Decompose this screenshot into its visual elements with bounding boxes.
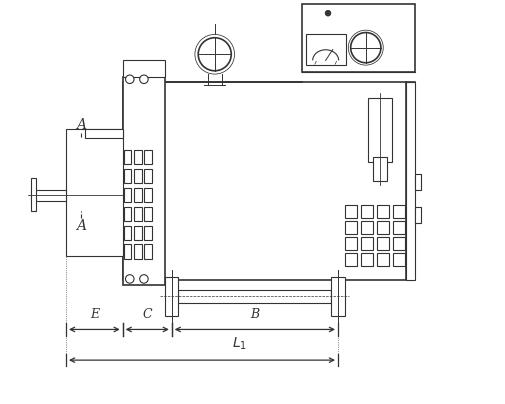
Bar xyxy=(165,277,178,316)
Bar xyxy=(377,237,389,250)
Bar xyxy=(393,237,406,250)
Bar xyxy=(124,225,131,240)
Bar xyxy=(85,129,123,138)
Bar xyxy=(124,188,131,202)
Bar xyxy=(124,244,131,259)
Bar xyxy=(344,253,358,266)
Bar xyxy=(302,4,415,72)
Bar xyxy=(144,169,152,183)
Bar xyxy=(415,174,421,190)
Bar xyxy=(124,207,131,221)
Bar xyxy=(134,225,141,240)
Bar xyxy=(393,221,406,234)
Circle shape xyxy=(140,275,148,283)
Bar xyxy=(144,207,152,221)
Bar xyxy=(134,244,141,259)
Circle shape xyxy=(325,11,331,16)
Circle shape xyxy=(126,75,134,84)
Bar xyxy=(344,205,358,218)
Bar xyxy=(66,129,123,256)
Bar xyxy=(123,77,165,284)
Bar xyxy=(377,253,389,266)
Bar xyxy=(377,221,389,234)
Text: B: B xyxy=(250,308,260,321)
Bar xyxy=(134,207,141,221)
Bar xyxy=(361,237,373,250)
Bar xyxy=(344,237,358,250)
Bar xyxy=(361,253,373,266)
Circle shape xyxy=(140,75,148,84)
Text: $L_1$: $L_1$ xyxy=(232,335,247,351)
Bar xyxy=(144,244,152,259)
Bar xyxy=(124,150,131,164)
Bar xyxy=(406,82,415,280)
Bar xyxy=(306,34,346,65)
Circle shape xyxy=(350,33,381,63)
Bar xyxy=(134,188,141,202)
Bar xyxy=(123,82,406,280)
Bar xyxy=(144,188,152,202)
Circle shape xyxy=(198,38,231,71)
Bar xyxy=(393,205,406,218)
Bar xyxy=(134,150,141,164)
Bar xyxy=(144,150,152,164)
Bar xyxy=(144,225,152,240)
Bar xyxy=(344,221,358,234)
Text: A: A xyxy=(76,219,86,233)
Bar xyxy=(31,179,36,211)
Bar xyxy=(361,205,373,218)
Bar xyxy=(334,283,342,309)
Bar xyxy=(361,221,373,234)
Text: C: C xyxy=(142,308,152,321)
Bar xyxy=(178,290,331,303)
Bar xyxy=(124,169,131,183)
Bar xyxy=(368,98,392,162)
Bar xyxy=(377,205,389,218)
Text: E: E xyxy=(90,308,99,321)
Bar xyxy=(373,157,387,181)
Bar xyxy=(31,190,66,200)
Circle shape xyxy=(126,275,134,283)
Bar xyxy=(331,277,344,316)
Bar xyxy=(134,169,141,183)
Bar xyxy=(415,207,421,223)
Text: A: A xyxy=(76,118,86,132)
Bar xyxy=(168,283,176,309)
Bar xyxy=(123,60,165,77)
Bar xyxy=(393,253,406,266)
